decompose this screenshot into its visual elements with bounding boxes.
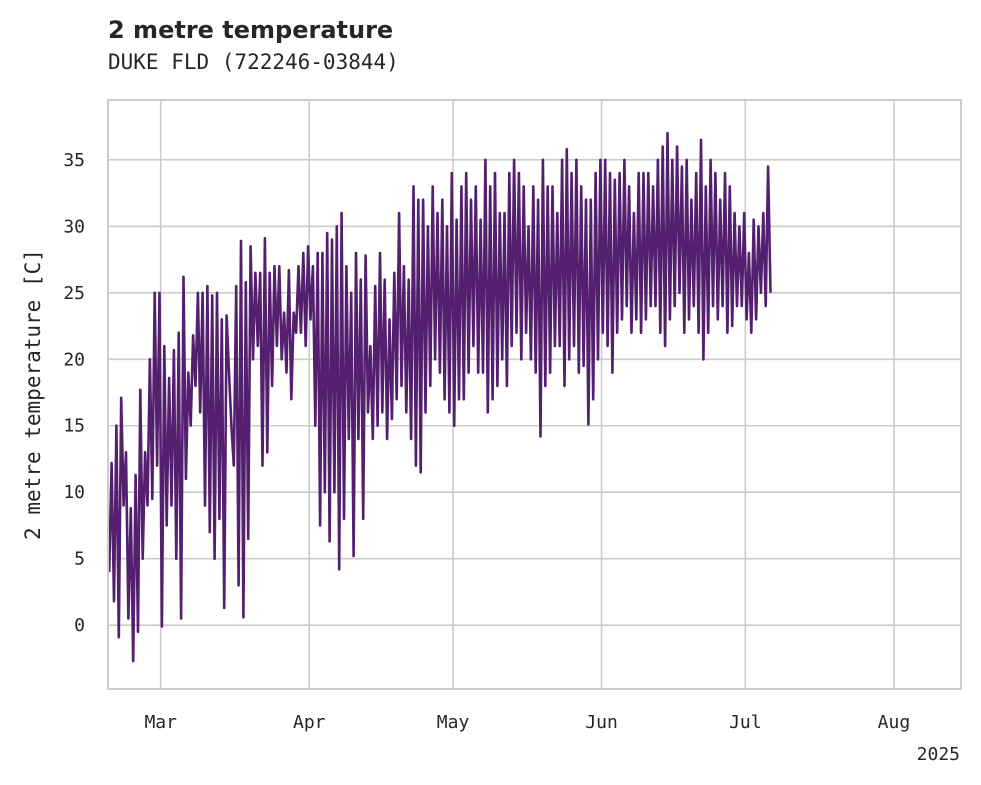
x-tick-label: Jun (585, 712, 618, 733)
x-axis-year-label: 2025 (917, 744, 960, 765)
tick-labels: 0 5 10 15 20 25 30 35 Mar Apr May Jun Jul Aug (63, 150, 910, 733)
y-tick-label: 35 (63, 150, 85, 171)
y-tick-label: 0 (74, 615, 85, 636)
y-tick-label: 15 (63, 416, 85, 437)
plot-frame (107, 99, 962, 690)
series-layer (107, 131, 772, 663)
x-tick-label: May (437, 712, 470, 733)
chart-title: 2 metre temperature (108, 16, 394, 44)
x-tick-label: Jul (729, 712, 762, 733)
y-tick-label: 5 (74, 549, 85, 570)
y-tick-label: 25 (63, 283, 85, 304)
y-axis-label: 2 metre temperature [C] (21, 249, 45, 540)
temperature-series-line (107, 131, 772, 663)
x-tick-label: Aug (878, 712, 911, 733)
y-tick-label: 10 (63, 482, 85, 503)
x-tick-label: Apr (293, 712, 326, 733)
chart-subtitle: DUKE FLD (722246-03844) (108, 50, 399, 74)
y-tick-label: 30 (63, 216, 85, 237)
x-tick-label: Mar (144, 712, 177, 733)
y-tick-label: 20 (63, 349, 85, 370)
